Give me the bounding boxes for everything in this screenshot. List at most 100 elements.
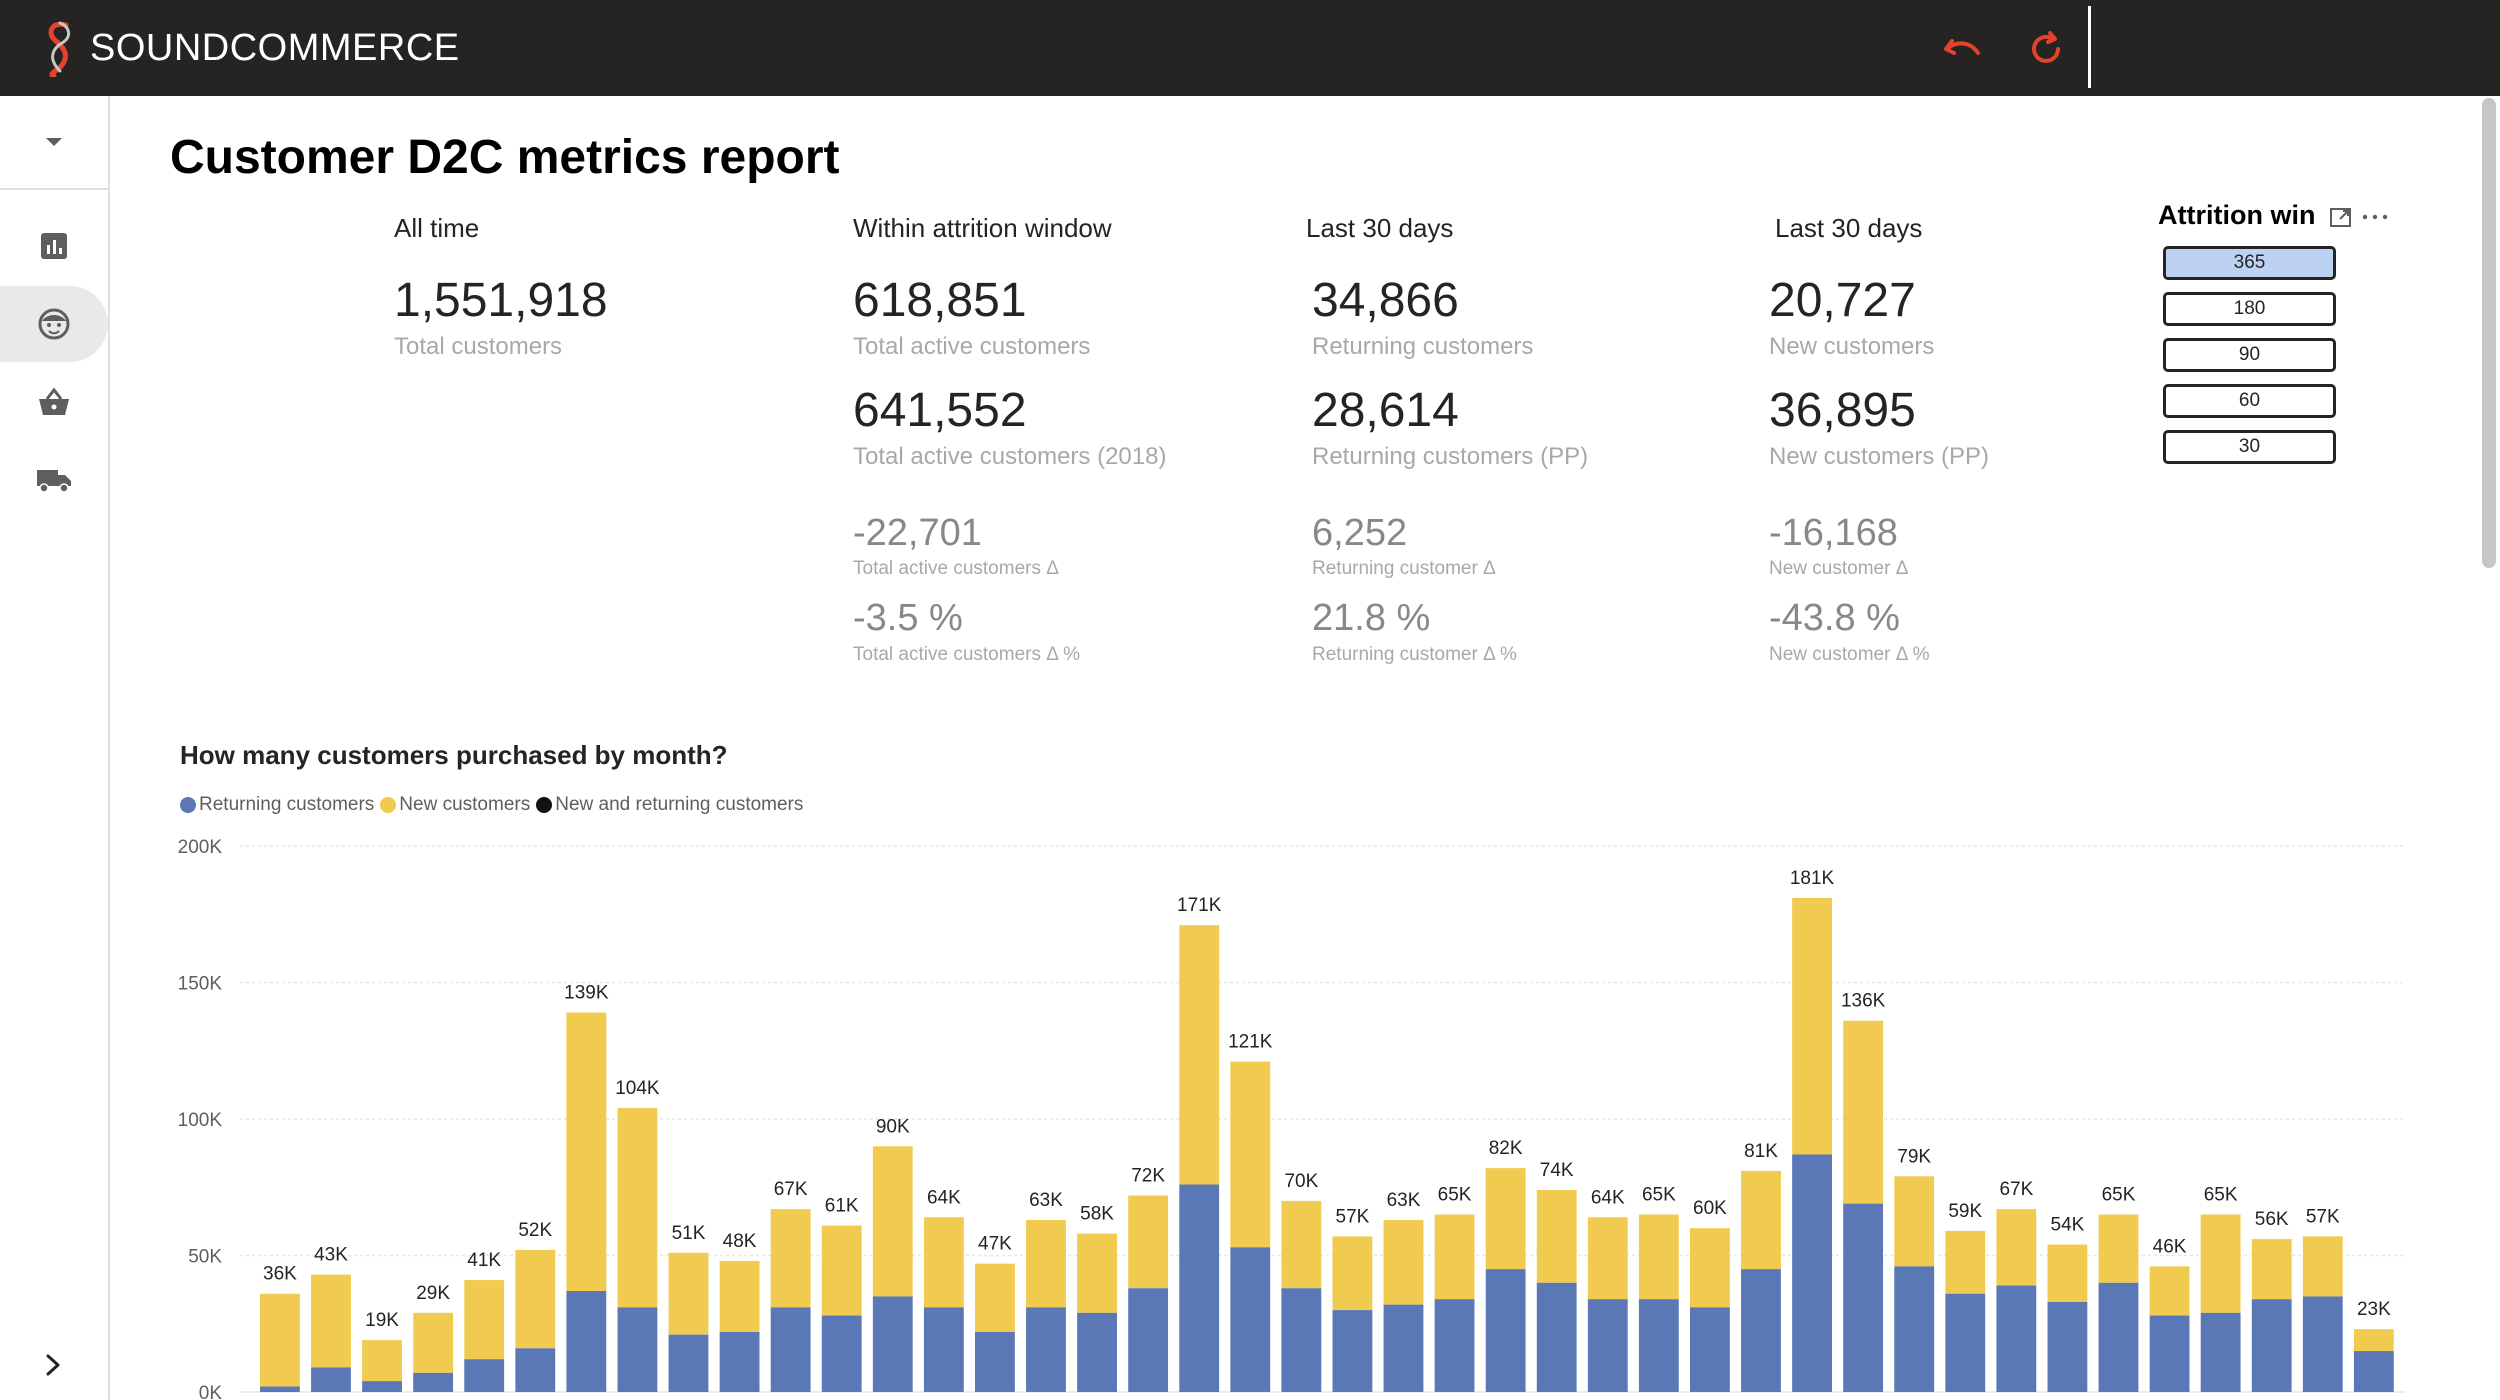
kpi-new-delta-label: New customer Δ (1769, 558, 1909, 579)
kpi-header-new: Last 30 days (1775, 213, 1923, 243)
more-options-icon[interactable] (2360, 212, 2390, 222)
legend-item-combined[interactable]: New and returning customers (536, 794, 803, 816)
bar-segment-new (770, 1209, 811, 1308)
brand-logo[interactable]: SOUNDCOMMERCE (44, 18, 460, 78)
kpi-active-customers-2018-label: Total active customers (2018) (853, 443, 1167, 470)
bar-total-label: 63K (1029, 1190, 1063, 1211)
sidebar-item-customers[interactable] (0, 286, 108, 362)
toolbar-divider (2088, 6, 2091, 88)
bar-total-label: 64K (927, 1187, 961, 1208)
bar-segment-new (1383, 1220, 1424, 1305)
bar-segment-returning (1077, 1312, 1117, 1392)
kpi-new-value: 20,727 (1769, 274, 1916, 327)
bar-segment-returning (1536, 1282, 1577, 1392)
kpi-new-delta-value: -16,168 (1769, 512, 1898, 554)
bar-total-label: 121K (1228, 1032, 1273, 1053)
bar-total-label: 60K (1693, 1198, 1727, 1219)
kpi-active-pct-value: -3.5 % (853, 597, 963, 639)
bar-segment-new (2200, 1214, 2241, 1313)
kpi-active-customers-label: Total active customers (853, 333, 1091, 360)
bar-segment-new (1434, 1214, 1475, 1300)
bar-segment-returning (515, 1348, 556, 1392)
bar-segment-returning (1485, 1269, 1526, 1392)
bar-segment-new (2251, 1239, 2292, 1300)
slicer-option-60[interactable]: 60 (2163, 384, 2336, 418)
sidebar-item-reports[interactable] (0, 208, 108, 284)
page-scrollbar[interactable] (2482, 98, 2496, 568)
basket-icon (39, 387, 69, 415)
bar-total-label: 82K (1489, 1138, 1523, 1159)
slicer-option-30[interactable]: 30 (2163, 430, 2336, 464)
bar-total-label: 59K (1948, 1201, 1982, 1222)
bar-segment-returning (311, 1367, 351, 1392)
y-tick-label: 100K (178, 1110, 223, 1131)
bar-segment-returning (1638, 1299, 1679, 1392)
bar-total-label: 136K (1841, 991, 1886, 1012)
bar-segment-returning (1741, 1269, 1781, 1392)
bar-segment-new (311, 1274, 351, 1368)
kpi-active-customers-2018-value: 641,552 (853, 384, 1027, 437)
bar-total-label: 23K (2357, 1299, 2391, 1320)
bar-total-label: 48K (723, 1231, 757, 1252)
kpi-active-customers-value: 618,851 (853, 274, 1027, 327)
kpi-header-attrition: Within attrition window (853, 213, 1112, 243)
bar-segment-new (1332, 1236, 1373, 1311)
sidebar-menu-toggle[interactable] (0, 96, 108, 190)
bar-segment-returning (1026, 1307, 1066, 1392)
slicer-header-icons (2328, 204, 2390, 230)
bar-segment-new (2047, 1244, 2088, 1302)
bar-segment-new (1179, 925, 1220, 1185)
bar-segment-returning (1281, 1288, 1322, 1392)
truck-icon (37, 470, 71, 493)
slicer-option-90[interactable]: 90 (2163, 338, 2336, 372)
kpi-active-delta-label: Total active customers Δ (853, 558, 1059, 579)
bar-total-label: 63K (1387, 1190, 1421, 1211)
bar-total-label: 41K (467, 1250, 501, 1271)
bar-segment-new (1945, 1230, 1986, 1294)
kpi-new-pct-label: New customer Δ % (1769, 644, 1930, 665)
bar-segment-returning (1792, 1154, 1832, 1392)
chevron-right-icon[interactable] (36, 1348, 70, 1382)
kpi-returning-value: 34,866 (1312, 274, 1459, 327)
kpi-new-pp-value: 36,895 (1769, 384, 1916, 437)
y-tick-label: 200K (178, 837, 223, 858)
bar-total-label: 29K (416, 1283, 450, 1304)
bar-segment-new (719, 1260, 760, 1332)
legend-label-returning: Returning customers (199, 794, 375, 815)
bar-total-label: 139K (564, 983, 609, 1004)
y-tick-label: 0K (199, 1383, 223, 1400)
bar-segment-returning (2047, 1301, 2088, 1392)
bar-segment-returning (1843, 1203, 1884, 1392)
slicer-option-180[interactable]: 180 (2163, 292, 2336, 326)
bar-segment-new (260, 1293, 300, 1387)
sidebar-item-orders[interactable] (0, 364, 108, 440)
bar-total-label: 56K (2255, 1209, 2289, 1230)
undo-icon[interactable] (1940, 27, 1984, 71)
bar-segment-new (362, 1340, 402, 1382)
kpi-header-all-time: All time (394, 213, 480, 243)
kpi-header-returning: Last 30 days (1306, 213, 1454, 243)
bar-segment-returning (1996, 1285, 2037, 1392)
focus-mode-icon[interactable] (2328, 204, 2354, 230)
legend-item-new[interactable]: New customers (380, 794, 530, 816)
customers-by-month-chart: 0K 50K 100K 150K 200K 36K 43K 19K 29K 41K 52K 139K 1… (178, 837, 2405, 1400)
sidebar-item-fulfillment[interactable] (0, 442, 108, 518)
legend-dot-returning (180, 797, 196, 813)
bar-segment-new (566, 1012, 607, 1291)
kpi-new-pp-label: New customers (PP) (1769, 443, 1990, 470)
bar-segment-new (2302, 1236, 2343, 1297)
legend-dot-new (380, 797, 397, 813)
kpi-returning-pct-value: 21.8 % (1312, 597, 1431, 639)
bar-segment-new (1894, 1176, 1935, 1267)
refresh-icon[interactable] (2024, 27, 2068, 71)
bar-segment-new (2149, 1266, 2190, 1316)
kpi-total-customers-label: Total customers (394, 333, 563, 360)
kpi-active-delta-value: -22,701 (853, 512, 982, 554)
bar-total-label: 65K (1642, 1185, 1676, 1206)
slicer-option-365[interactable]: 365 (2163, 246, 2336, 280)
bar-total-label: 43K (314, 1245, 348, 1266)
legend-item-returning[interactable]: Returning customers (180, 794, 374, 816)
bar-total-label: 61K (825, 1195, 859, 1216)
bar-segment-new (464, 1280, 505, 1360)
bar-segment-returning (566, 1290, 607, 1392)
